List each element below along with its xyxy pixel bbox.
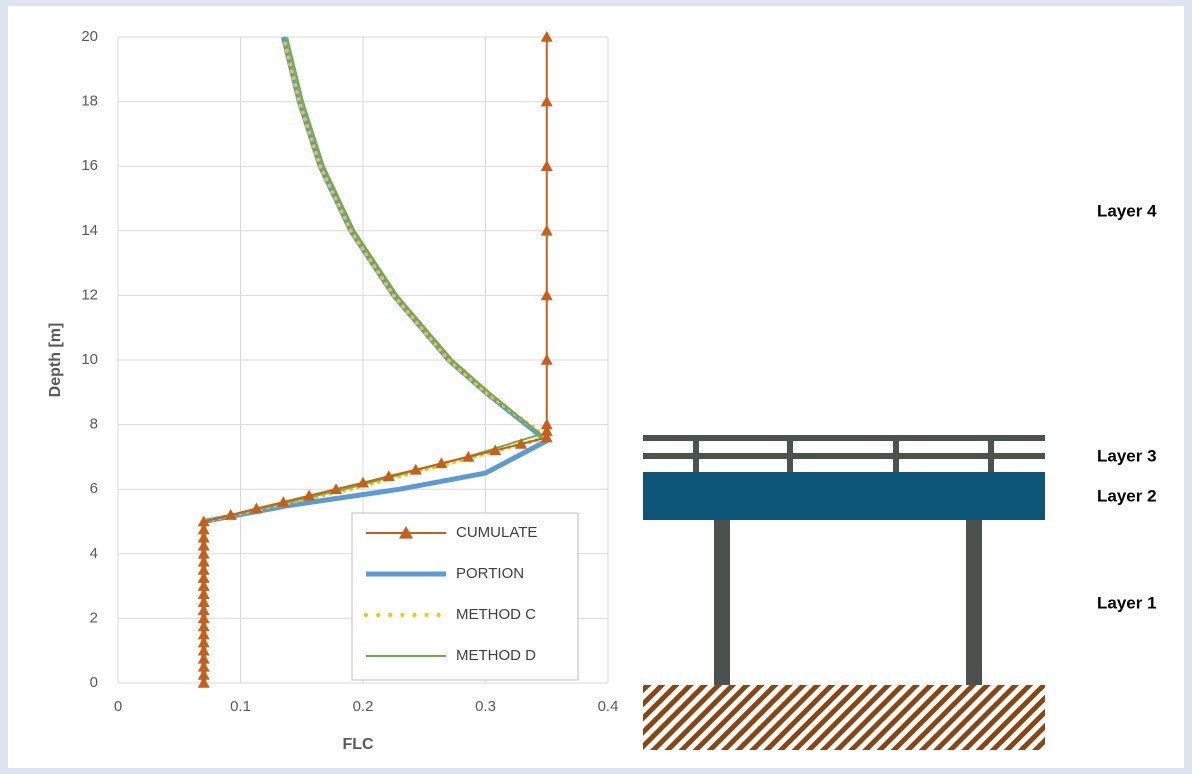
marker (540, 354, 553, 365)
slab (643, 472, 1045, 520)
marker (197, 620, 210, 632)
layer-label: Layer 3 (1097, 446, 1157, 465)
marker (197, 555, 210, 567)
marker (197, 636, 210, 648)
marker (197, 604, 210, 616)
marker (197, 563, 210, 575)
marker (435, 457, 448, 469)
y-tick-label: 8 (90, 416, 98, 433)
legend-label: PORTION (456, 565, 524, 582)
marker (540, 289, 553, 301)
marker (197, 628, 210, 640)
marker (409, 463, 422, 475)
marker (197, 596, 210, 608)
rail (643, 435, 1045, 441)
marker (197, 531, 210, 543)
marker (197, 572, 210, 583)
marker (197, 652, 210, 664)
marker (197, 660, 210, 672)
y-tick-label: 20 (81, 28, 98, 45)
marker (540, 431, 553, 443)
marker (197, 515, 210, 527)
structure-diagram (643, 435, 1045, 750)
legend-label: METHOD D (456, 647, 536, 664)
figure: FLC Depth [m] Layer 4 Layer 3 Layer 2 La… (8, 6, 1184, 768)
x-axis-title: FLC (342, 736, 374, 753)
marker (462, 450, 475, 462)
marker (197, 580, 210, 591)
ground (643, 685, 1045, 750)
series-line (202, 36, 542, 683)
marker (197, 677, 210, 688)
marker (197, 547, 210, 559)
marker (540, 425, 553, 436)
layer-label: Layer 2 (1097, 486, 1157, 505)
rail (643, 453, 1045, 459)
marker (197, 588, 210, 599)
y-tick-label: 0 (90, 674, 98, 691)
x-tick-label: 0.3 (475, 698, 496, 715)
y-tick-label: 2 (90, 609, 98, 626)
x-tick-label: 0.1 (230, 698, 251, 715)
marker (197, 668, 210, 680)
x-tick-label: 0.2 (353, 698, 374, 715)
marker (540, 31, 553, 42)
marker (540, 418, 553, 430)
legend-label: CUMULATE (456, 524, 537, 541)
marker (540, 224, 553, 236)
y-tick-label: 10 (81, 351, 98, 368)
marker (330, 483, 343, 494)
y-tick-label: 14 (81, 222, 98, 239)
column (966, 518, 982, 685)
legend-label: METHOD C (456, 606, 536, 623)
marker (197, 523, 210, 535)
grid (117, 36, 609, 684)
marker (540, 160, 553, 171)
marker (382, 470, 395, 482)
marker (250, 502, 263, 514)
marker (540, 95, 553, 107)
y-tick-label: 12 (81, 286, 98, 303)
y-tick-label: 18 (81, 93, 98, 110)
x-tick-label: 0.4 (598, 698, 619, 715)
column (714, 518, 730, 685)
marker (197, 612, 210, 624)
marker (303, 489, 316, 501)
legend-box (351, 512, 579, 681)
layer-label: Layer 4 (1097, 201, 1157, 220)
marker (489, 444, 502, 456)
x-tick-label: 0 (114, 698, 122, 715)
legend-marker (399, 526, 413, 539)
legend: CUMULATE PORTION METHOD C METHOD D (351, 512, 579, 681)
marker (197, 539, 210, 551)
layer-label: Layer 1 (1097, 593, 1157, 612)
y-tick-label: 6 (90, 480, 98, 497)
marker (515, 437, 528, 449)
marker (277, 496, 290, 507)
y-tick-label: 16 (81, 157, 98, 174)
marker (224, 509, 237, 520)
y-axis-title: Depth [m] (47, 323, 64, 398)
y-tick-label: 4 (90, 545, 98, 562)
marker (357, 476, 369, 488)
marker (197, 644, 210, 656)
